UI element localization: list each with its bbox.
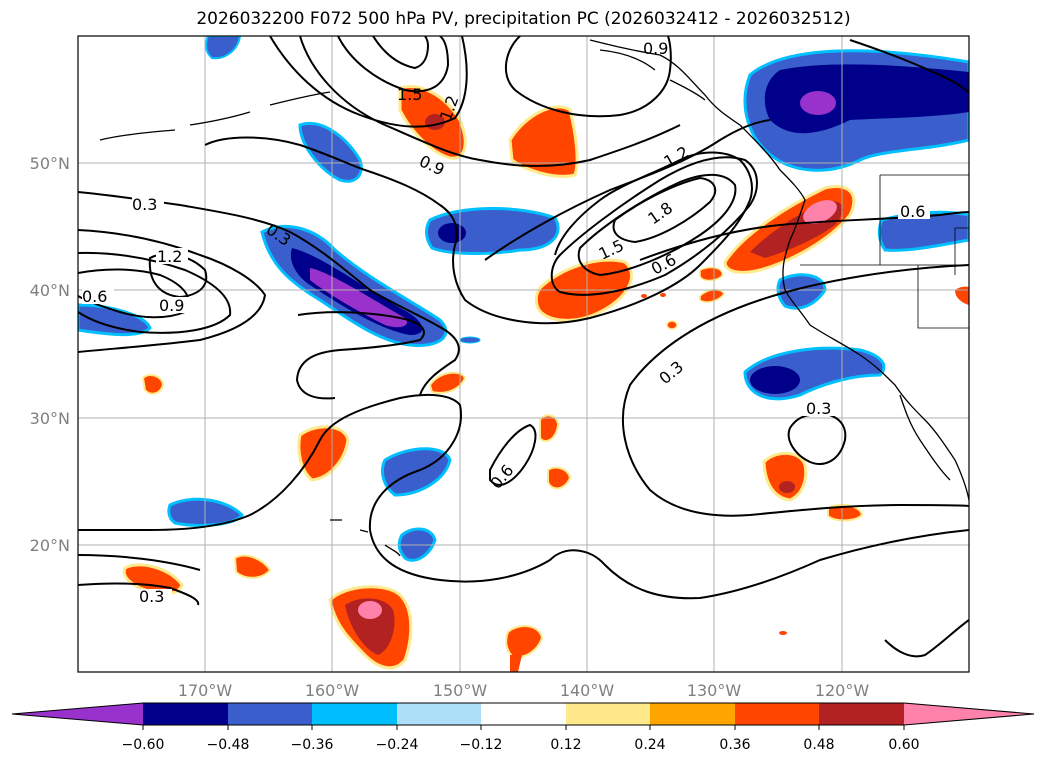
contour-label: 0.9 bbox=[643, 39, 668, 58]
colorbar-tick-label: −0.24 bbox=[376, 737, 419, 753]
contour-label: 0.6 bbox=[900, 202, 925, 221]
coastlines bbox=[99, 39, 969, 557]
state-borders bbox=[800, 174, 969, 329]
colorbar-tick-label: 0.36 bbox=[719, 737, 750, 753]
colorbar-segment bbox=[481, 703, 566, 725]
contour-label: 0.3 bbox=[806, 399, 831, 418]
colorbar-tick-label: −0.60 bbox=[122, 737, 165, 753]
colorbar-tick-label: 0.12 bbox=[550, 737, 581, 753]
lat-label-40n: 40°N bbox=[30, 281, 70, 300]
contour-label: 0.3 bbox=[139, 587, 164, 606]
colorbar-tick-label: −0.36 bbox=[291, 737, 334, 753]
colorbar-tick-label: −0.48 bbox=[207, 737, 250, 753]
latitude-labels: 50°N 40°N 30°N 20°N bbox=[30, 154, 70, 555]
lat-label-30n: 30°N bbox=[30, 409, 70, 428]
colorbar-tick-label: 0.48 bbox=[803, 737, 834, 753]
neg-anomaly-ne-peak bbox=[800, 91, 836, 115]
colorbar-segment bbox=[819, 703, 904, 725]
lon-label-170w: 170°W bbox=[178, 681, 233, 700]
contour-label: 0.3 bbox=[132, 195, 157, 214]
colorbar-tick-label: −0.12 bbox=[460, 737, 503, 753]
map-frame bbox=[77, 35, 970, 673]
pv-contours bbox=[78, 36, 969, 658]
neg-anomaly-ne-core bbox=[764, 64, 969, 134]
colorbar-segment bbox=[397, 703, 481, 725]
graticule bbox=[78, 36, 969, 672]
contour-label: 0.6 bbox=[82, 287, 107, 306]
colorbar-tick-label: 0.24 bbox=[634, 737, 665, 753]
lat-label-20n: 20°N bbox=[30, 536, 70, 555]
lon-label-160w: 160°W bbox=[305, 681, 360, 700]
colorbar-segment bbox=[228, 703, 312, 725]
lon-label-140w: 140°W bbox=[560, 681, 615, 700]
colorbar-segment bbox=[735, 703, 819, 725]
colorbar-segment bbox=[143, 703, 228, 725]
contour-label: 0.9 bbox=[159, 296, 184, 315]
colorbar-segment bbox=[566, 703, 650, 725]
map-title: 2026032200 F072 500 hPa PV, precipitatio… bbox=[196, 9, 851, 29]
contour-label: 1.2 bbox=[157, 247, 182, 266]
colorbar-tick-label: 0.60 bbox=[888, 737, 919, 753]
colorbar-extend-min bbox=[12, 703, 143, 725]
contour-label: 1.5 bbox=[397, 85, 422, 104]
colorbar-segment bbox=[650, 703, 735, 725]
colorbar: −0.60 −0.48 −0.36 −0.24 −0.12 0.12 0.24 … bbox=[11, 702, 1035, 753]
colorbar-extend-max bbox=[904, 703, 1034, 725]
longitude-labels: 170°W 160°W 150°W 140°W 130°W 120°W bbox=[178, 681, 870, 700]
lon-label-150w: 150°W bbox=[433, 681, 488, 700]
lon-label-130w: 130°W bbox=[687, 681, 742, 700]
lon-label-120w: 120°W bbox=[815, 681, 870, 700]
colorbar-segment bbox=[312, 703, 397, 725]
lat-label-50n: 50°N bbox=[30, 154, 70, 173]
